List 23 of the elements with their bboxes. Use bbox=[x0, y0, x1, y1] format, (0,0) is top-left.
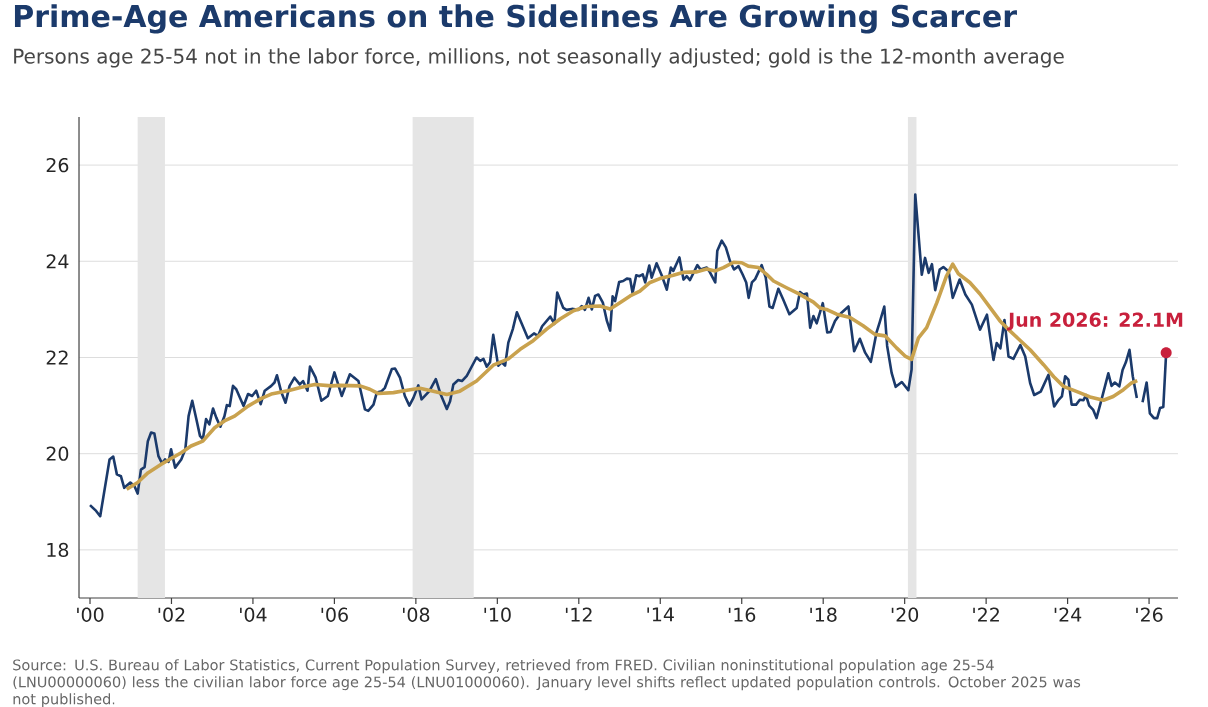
annotation: Jun 2026: 22.1M bbox=[1007, 312, 1183, 331]
x-tick-label: '20 bbox=[891, 607, 919, 622]
x-tick-label: '24 bbox=[1054, 607, 1082, 622]
x-tick-label: '16 bbox=[728, 607, 756, 622]
x-tick-label: '10 bbox=[484, 607, 511, 622]
x-tick-label: '22 bbox=[973, 607, 999, 622]
x-tick-label: '26 bbox=[1136, 607, 1163, 622]
x-tick-label: '02 bbox=[158, 607, 185, 622]
x-tick-label: '18 bbox=[810, 607, 837, 622]
x-tick-label: '14 bbox=[647, 607, 674, 622]
source-note: Source: U.S. Bureau of Labor Statistics, Current Population Survey, retrieved from FRED. Civilian noninstitutional population age 25-54 (LNU00000060) less the civilian labor force age 25-54 (LNU01000060). January level shifts reflect updated population controls. October 2025 was not published. bbox=[13, 659, 1081, 707]
y-tick-label: 20 bbox=[46, 446, 69, 461]
y-tick-label: 24 bbox=[46, 254, 69, 269]
y-tick-label: 22 bbox=[46, 350, 68, 365]
x-tick-label: '04 bbox=[240, 607, 267, 622]
x-tick-label: '12 bbox=[565, 607, 592, 622]
x-tick-label: '08 bbox=[402, 607, 430, 622]
y-tick-label: 18 bbox=[47, 542, 69, 557]
chart-subtitle: Persons age 25-54 not in the labor force, millions, not seasonally adjusted; gold is the 12-month average bbox=[14, 48, 1064, 68]
x-tick-label: '00 bbox=[77, 607, 104, 622]
y-tick-label: 26 bbox=[46, 157, 69, 173]
x-tick-label: '06 bbox=[321, 607, 348, 622]
chart-title: Prime-Age Americans on the Sidelines Are Growing Scarcer bbox=[14, 4, 1017, 34]
